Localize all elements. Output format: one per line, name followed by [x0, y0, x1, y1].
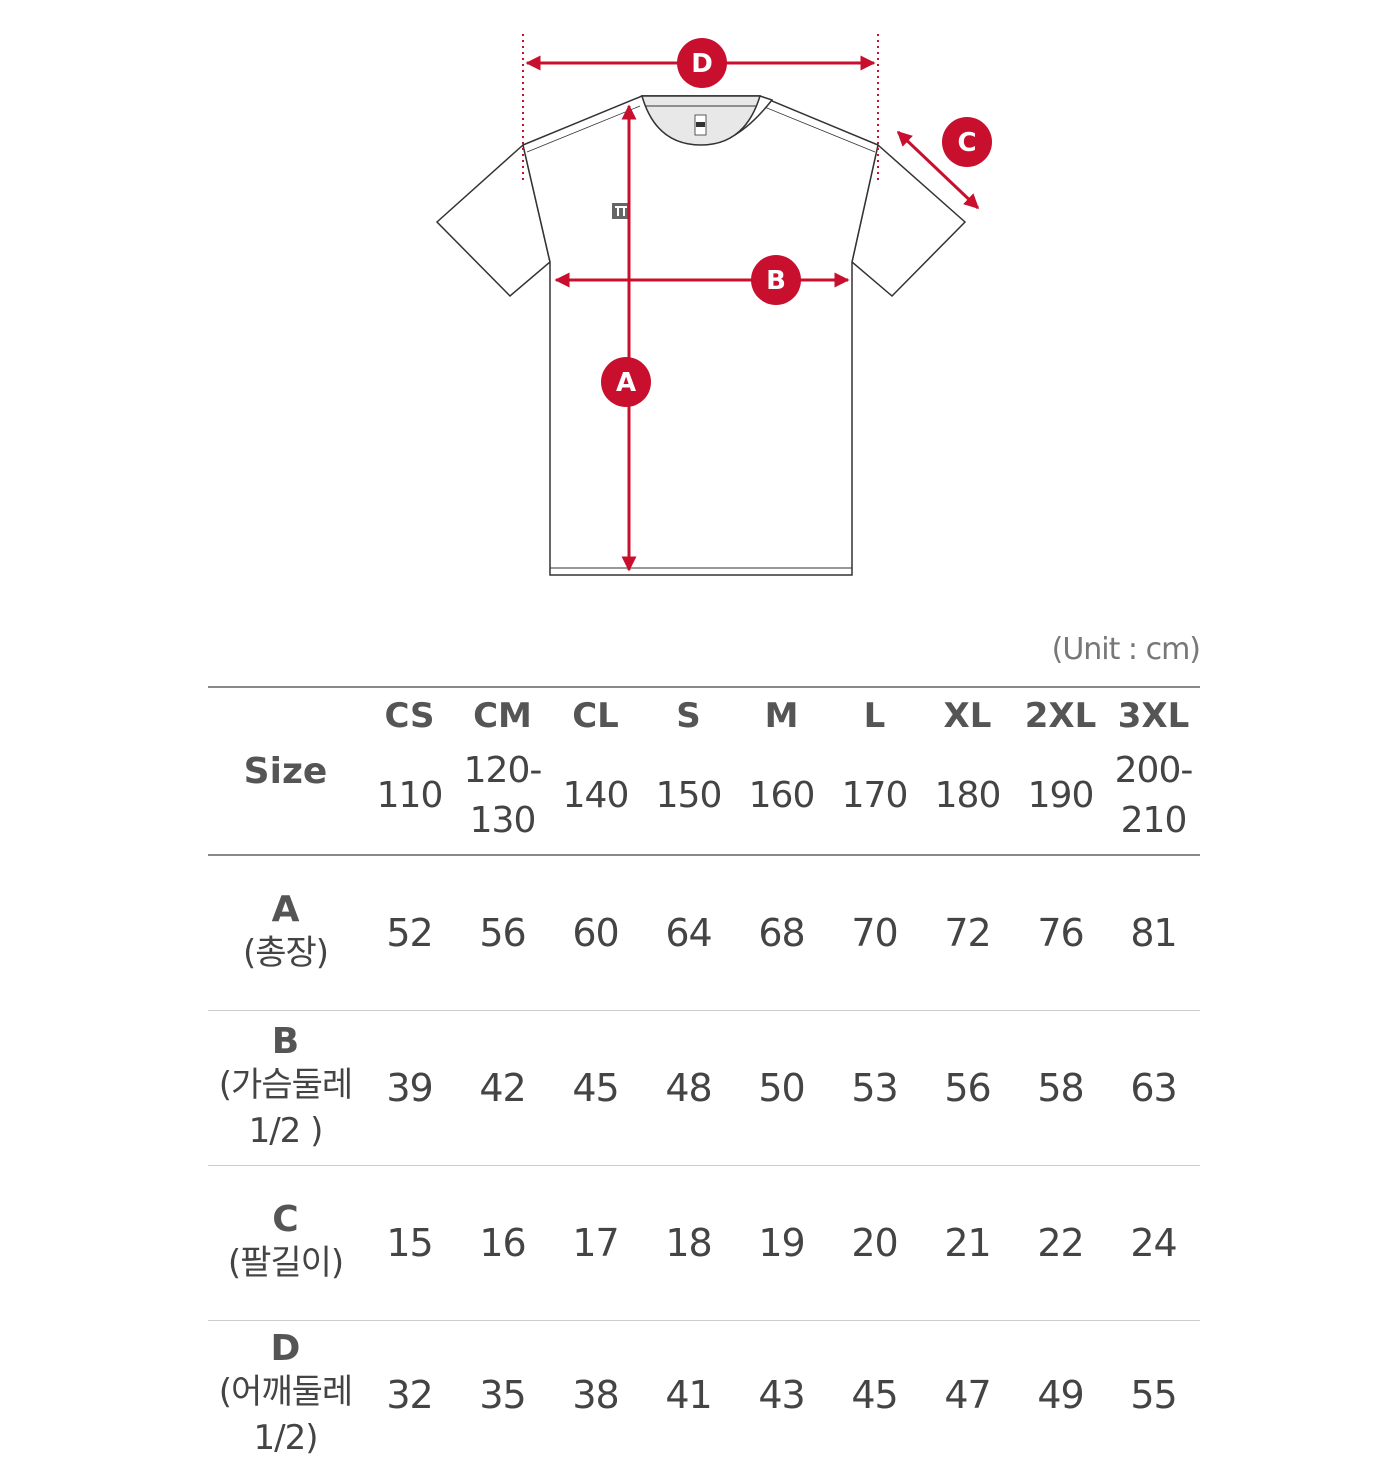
size-column-s: S 150 — [642, 687, 735, 855]
row-description: (가슴둘레 1/2 ) — [218, 1064, 353, 1151]
size-column-cm: CM 120-130 — [456, 687, 549, 855]
table-cell: 45 — [572, 1065, 619, 1110]
table-cell: 49 — [1037, 1373, 1084, 1418]
table-cell: 16 — [479, 1220, 526, 1265]
table-cell: 70 — [851, 910, 898, 955]
size-code: CS — [384, 696, 435, 736]
row-label: B (가슴둘레 1/2 ) — [208, 1010, 363, 1165]
table-cell: 56 — [479, 910, 526, 955]
size-code: S — [676, 696, 701, 736]
row-label: C (팔길이) — [208, 1165, 363, 1320]
table-cell: 45 — [851, 1373, 898, 1418]
size-code: M — [764, 696, 799, 736]
row-description: (총장) — [242, 932, 329, 973]
guide-lines — [522, 34, 879, 180]
measurement-row-b: B (가슴둘레 1/2 ) 39 42 45 48 50 53 56 58 63 — [208, 1010, 1200, 1165]
table-cell: 19 — [758, 1220, 805, 1265]
table-cell: 38 — [572, 1373, 619, 1418]
table-cell: 76 — [1037, 910, 1084, 955]
table-cell: 60 — [572, 910, 619, 955]
size-code: XL — [943, 696, 992, 736]
table-cell: 68 — [758, 910, 805, 955]
table-cell: 56 — [944, 1065, 991, 1110]
row-letter: D — [270, 1328, 301, 1370]
table-cell: 47 — [944, 1373, 991, 1418]
size-column-xl: XL 180 — [921, 687, 1014, 855]
table-cell: 52 — [386, 910, 433, 955]
size-height: 110 — [376, 775, 444, 816]
table-cell: 58 — [1037, 1065, 1084, 1110]
table-cell: 81 — [1130, 910, 1177, 955]
measurement-row-a: A (총장) 52 56 60 64 68 70 72 76 81 — [208, 855, 1200, 1010]
size-height: 160 — [748, 775, 816, 816]
size-code: L — [863, 696, 886, 736]
table-cell: 64 — [665, 910, 712, 955]
size-column-3xl: 3XL 200-210 — [1107, 687, 1200, 855]
table-cell: 32 — [386, 1373, 433, 1418]
table-cell: 17 — [572, 1220, 619, 1265]
size-code: 3XL — [1117, 696, 1190, 736]
row-description: (팔길이) — [227, 1242, 344, 1283]
marker-a: A — [601, 357, 651, 407]
tshirt-measurement-diagram: D C B A — [435, 34, 992, 576]
table-cell: 20 — [851, 1220, 898, 1265]
measurement-row-c: C (팔길이) 15 16 17 18 19 20 21 22 24 — [208, 1165, 1200, 1320]
table-cell: 24 — [1130, 1220, 1177, 1265]
row-letter: B — [271, 1020, 300, 1062]
table-cell: 18 — [665, 1220, 712, 1265]
table-cell: 42 — [479, 1065, 526, 1110]
marker-d: D — [677, 38, 727, 88]
table-cell: 53 — [851, 1065, 898, 1110]
table-cell: 35 — [479, 1373, 526, 1418]
table-cell: 48 — [665, 1065, 712, 1110]
size-code: 2XL — [1024, 696, 1097, 736]
size-height: 140 — [562, 775, 630, 816]
table-cell: 39 — [386, 1065, 433, 1110]
row-label: A (총장) — [208, 855, 363, 1010]
svg-text:D: D — [691, 49, 713, 79]
size-height: 170 — [841, 775, 909, 816]
size-column-m: M 160 — [735, 687, 828, 855]
size-column-2xl: 2XL 190 — [1014, 687, 1107, 855]
marker-c: C — [942, 117, 992, 167]
measurement-row-d: D (어깨둘레 1/2) 32 35 38 41 43 45 47 49 55 — [208, 1320, 1200, 1470]
marker-b: B — [751, 255, 801, 305]
size-column-l: L 170 — [828, 687, 921, 855]
table-cell: 41 — [665, 1373, 712, 1418]
row-description: (어깨둘레 1/2) — [218, 1372, 353, 1459]
size-code: CM — [473, 696, 532, 736]
svg-text:A: A — [616, 368, 636, 398]
size-table: Size CS 110 CM 120-130 CL 140 S 150 M 160 L 170 XL 180… — [208, 686, 1200, 1470]
size-column-cl: CL 140 — [549, 687, 642, 855]
row-label: D (어깨둘레 1/2) — [208, 1320, 363, 1470]
size-height: 180 — [934, 775, 1002, 816]
table-cell: 43 — [758, 1373, 805, 1418]
table-cell: 55 — [1130, 1373, 1177, 1418]
row-letter: C — [272, 1198, 299, 1240]
logo-icon — [612, 203, 630, 219]
size-height: 150 — [655, 775, 723, 816]
table-cell: 50 — [758, 1065, 805, 1110]
unit-label: (Unit : cm) — [1051, 632, 1201, 667]
size-header: Size — [243, 750, 328, 792]
arrow-c — [896, 130, 980, 210]
size-height: 190 — [1027, 775, 1095, 816]
table-cell: 72 — [944, 910, 991, 955]
size-code: CL — [572, 696, 619, 736]
table-cell: 22 — [1037, 1220, 1084, 1265]
size-height: 120-130 — [463, 750, 543, 841]
size-height: 200-210 — [1114, 750, 1194, 841]
tshirt-outline — [435, 95, 967, 576]
svg-text:C: C — [957, 128, 976, 158]
row-letter: A — [271, 888, 300, 930]
size-header-row: Size CS 110 CM 120-130 CL 140 S 150 M 160 L 170 XL 180… — [208, 687, 1200, 855]
table-cell: 21 — [944, 1220, 991, 1265]
table-cell: 63 — [1130, 1065, 1177, 1110]
size-column-cs: CS 110 — [363, 687, 456, 855]
svg-text:B: B — [766, 266, 786, 296]
table-cell: 15 — [386, 1220, 433, 1265]
